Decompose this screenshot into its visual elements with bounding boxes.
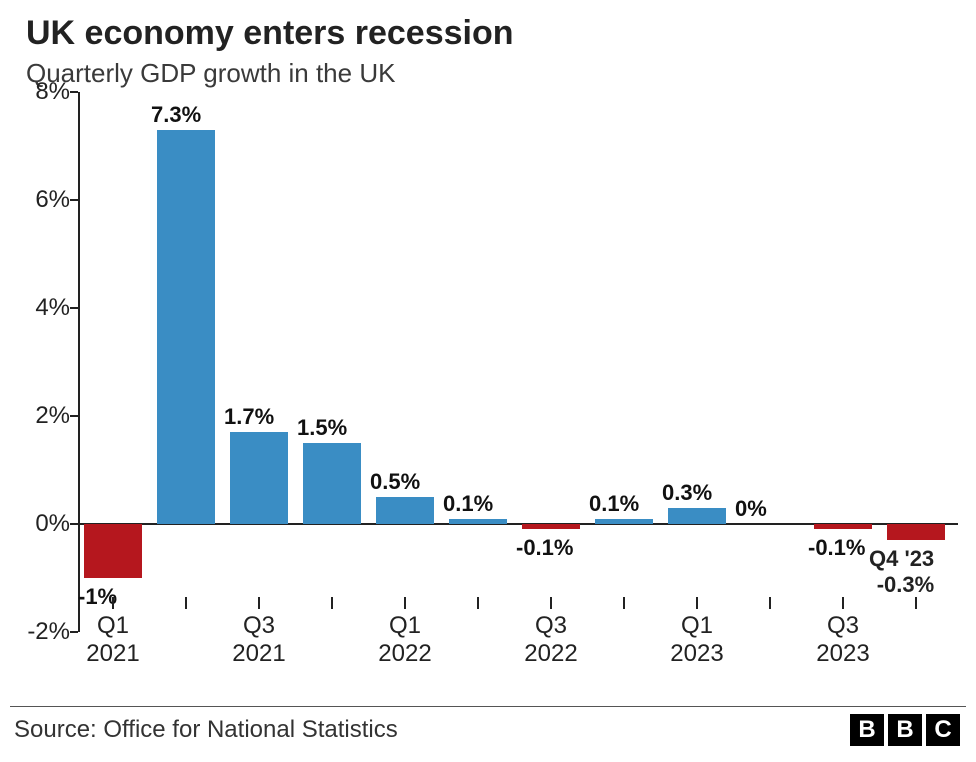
footer-divider (10, 706, 966, 707)
bar (230, 432, 288, 524)
bar (449, 519, 507, 524)
x-axis-label: Q12021 (86, 612, 139, 668)
bar-value-label: 0.3% (662, 480, 712, 506)
bbc-logo-letter: B (850, 714, 884, 746)
x-tick (550, 597, 552, 609)
x-tick (696, 597, 698, 609)
x-tick (477, 597, 479, 609)
bar-value-label: -0.1% (808, 535, 865, 561)
chart-subtitle: Quarterly GDP growth in the UK (26, 58, 395, 89)
chart-title: UK economy enters recession (26, 14, 514, 53)
bar (814, 524, 872, 529)
final-bar-annotation-line2: -0.3% (869, 572, 934, 598)
y-tick (70, 631, 78, 633)
bar (522, 524, 580, 529)
bar-value-label: 1.5% (297, 415, 347, 441)
final-bar-annotation-line1: Q4 '23 (869, 546, 934, 572)
x-axis-label-line2: 2022 (378, 640, 431, 668)
x-axis-label: Q32021 (232, 612, 285, 668)
x-axis-label-line1: Q1 (681, 612, 713, 639)
bbc-logo-letter: C (926, 714, 960, 746)
x-axis-label-line1: Q1 (97, 612, 129, 639)
bar-value-label: 0.1% (589, 491, 639, 517)
y-axis-label: 4% (12, 294, 70, 322)
bar-value-label: 7.3% (151, 102, 201, 128)
bar (157, 130, 215, 524)
x-axis-label-line2: 2021 (232, 640, 285, 668)
x-axis-label: Q32022 (524, 612, 577, 668)
bar (303, 443, 361, 524)
x-tick (623, 597, 625, 609)
x-axis-label-line1: Q3 (535, 612, 567, 639)
bar (595, 519, 653, 524)
x-axis-label-line1: Q3 (827, 612, 859, 639)
x-axis-label-line2: 2023 (816, 640, 869, 668)
y-tick (70, 523, 78, 525)
x-tick (258, 597, 260, 609)
y-axis-label: -2% (12, 618, 70, 646)
y-tick (70, 415, 78, 417)
y-axis (78, 92, 80, 632)
bar-value-label: 1.7% (224, 404, 274, 430)
y-axis-label: 8% (12, 78, 70, 106)
plot-area: 8%6%4%2%0%-2%-1%7.3%1.7%1.5%0.5%0.1%-0.1… (78, 92, 958, 632)
bbc-logo: B B C (850, 714, 960, 746)
x-tick (842, 597, 844, 609)
bar (84, 524, 142, 578)
x-tick (185, 597, 187, 609)
y-axis-label: 6% (12, 186, 70, 214)
y-axis-label: 2% (12, 402, 70, 430)
x-tick (112, 597, 114, 609)
x-axis-label: Q32023 (816, 612, 869, 668)
x-axis-label-line2: 2021 (86, 640, 139, 668)
y-axis-label: 0% (12, 510, 70, 538)
bar (376, 497, 434, 524)
x-tick (331, 597, 333, 609)
bar-value-label: 0.1% (443, 491, 493, 517)
x-axis-label-line2: 2022 (524, 640, 577, 668)
x-axis-label-line1: Q3 (243, 612, 275, 639)
bar-value-label: -0.1% (516, 535, 573, 561)
bar (887, 524, 945, 540)
bar-value-label: 0.5% (370, 469, 420, 495)
x-axis-label-line2: 2023 (670, 640, 723, 668)
final-bar-annotation: Q4 '23-0.3% (869, 546, 934, 598)
x-axis-label: Q12022 (378, 612, 431, 668)
source-text: Source: Office for National Statistics (14, 716, 398, 744)
bar (668, 508, 726, 524)
y-tick (70, 307, 78, 309)
x-axis-label-line1: Q1 (389, 612, 421, 639)
x-tick (769, 597, 771, 609)
y-tick (70, 91, 78, 93)
bbc-logo-letter: B (888, 714, 922, 746)
x-tick (404, 597, 406, 609)
x-axis-label: Q12023 (670, 612, 723, 668)
bar-value-label: 0% (735, 496, 767, 522)
y-tick (70, 199, 78, 201)
x-tick (915, 597, 917, 609)
